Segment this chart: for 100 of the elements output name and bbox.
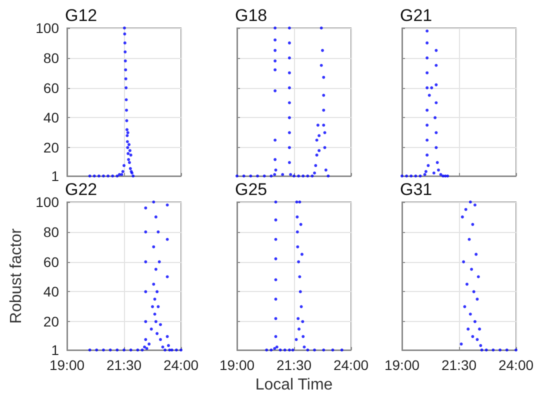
point: [144, 260, 148, 264]
point: [426, 56, 429, 60]
point: [152, 245, 156, 248]
point: [166, 203, 169, 206]
point: [434, 101, 438, 104]
point: [318, 149, 321, 152]
point: [128, 161, 131, 164]
point: [164, 348, 167, 352]
point: [156, 305, 160, 308]
point: [297, 260, 300, 264]
point: [95, 348, 98, 352]
y-tick-label: 1: [51, 342, 60, 358]
point: [426, 41, 429, 44]
point: [274, 158, 277, 162]
point: [302, 335, 305, 338]
point: [492, 348, 495, 352]
point: [434, 64, 438, 67]
point: [275, 346, 278, 349]
point: [166, 238, 169, 241]
point: [316, 124, 320, 127]
point: [300, 305, 303, 308]
point: [430, 86, 434, 90]
point: [126, 131, 130, 134]
point: [273, 347, 276, 350]
point: [288, 86, 291, 90]
point: [298, 328, 301, 331]
point: [294, 338, 298, 342]
point: [166, 335, 169, 338]
point: [318, 134, 321, 138]
point: [479, 344, 482, 348]
point: [340, 348, 344, 352]
point: [313, 172, 316, 175]
point: [265, 348, 268, 352]
point: [143, 346, 146, 349]
point: [132, 174, 135, 178]
point: [126, 146, 130, 150]
point: [88, 174, 92, 178]
point: [166, 344, 170, 348]
point: [150, 328, 153, 331]
point: [299, 222, 302, 226]
point: [111, 174, 114, 178]
point: [298, 200, 302, 204]
point: [274, 68, 277, 72]
point: [434, 116, 437, 120]
point: [274, 317, 278, 320]
point: [288, 116, 291, 120]
y-tick-label: 40: [43, 110, 60, 126]
point: [473, 203, 476, 206]
point: [108, 348, 112, 352]
point: [468, 312, 472, 316]
chart-title: G21: [400, 6, 432, 25]
point: [144, 206, 148, 210]
point: [423, 173, 426, 176]
point: [505, 348, 508, 352]
y-tick-label: 100: [36, 194, 60, 210]
point: [129, 348, 132, 352]
point: [116, 174, 119, 178]
y-tick-label: 60: [43, 254, 60, 270]
point: [125, 108, 128, 112]
point: [278, 348, 282, 352]
point: [128, 143, 131, 146]
point: [118, 173, 121, 176]
point: [462, 260, 466, 264]
point: [321, 48, 324, 52]
chart-title: G22: [65, 180, 98, 199]
point: [306, 174, 310, 178]
point: [274, 335, 278, 338]
x-tick-label: 24:00: [163, 357, 199, 373]
point: [242, 174, 246, 178]
point: [88, 348, 92, 352]
point: [297, 174, 300, 178]
point: [310, 174, 314, 178]
point: [144, 320, 148, 324]
point: [128, 167, 132, 170]
point: [434, 83, 438, 86]
point: [124, 98, 128, 102]
point: [270, 348, 273, 352]
point: [478, 328, 482, 331]
x-tick-label: 19:00: [384, 357, 420, 373]
point: [322, 124, 326, 127]
point: [301, 320, 304, 324]
point: [426, 86, 429, 90]
point: [426, 154, 429, 157]
point: [145, 347, 148, 350]
point: [122, 164, 126, 168]
point: [124, 50, 127, 54]
y-tick-label: 1: [51, 168, 60, 184]
point: [288, 348, 291, 352]
point: [158, 323, 162, 326]
point: [156, 230, 160, 234]
point: [123, 41, 126, 44]
point: [273, 173, 276, 176]
point: [127, 158, 130, 162]
point: [302, 174, 305, 178]
point: [102, 174, 105, 178]
point: [424, 170, 428, 174]
point: [315, 154, 318, 157]
point: [432, 172, 436, 175]
y-tick-label: 20: [43, 314, 60, 330]
point: [326, 174, 330, 178]
